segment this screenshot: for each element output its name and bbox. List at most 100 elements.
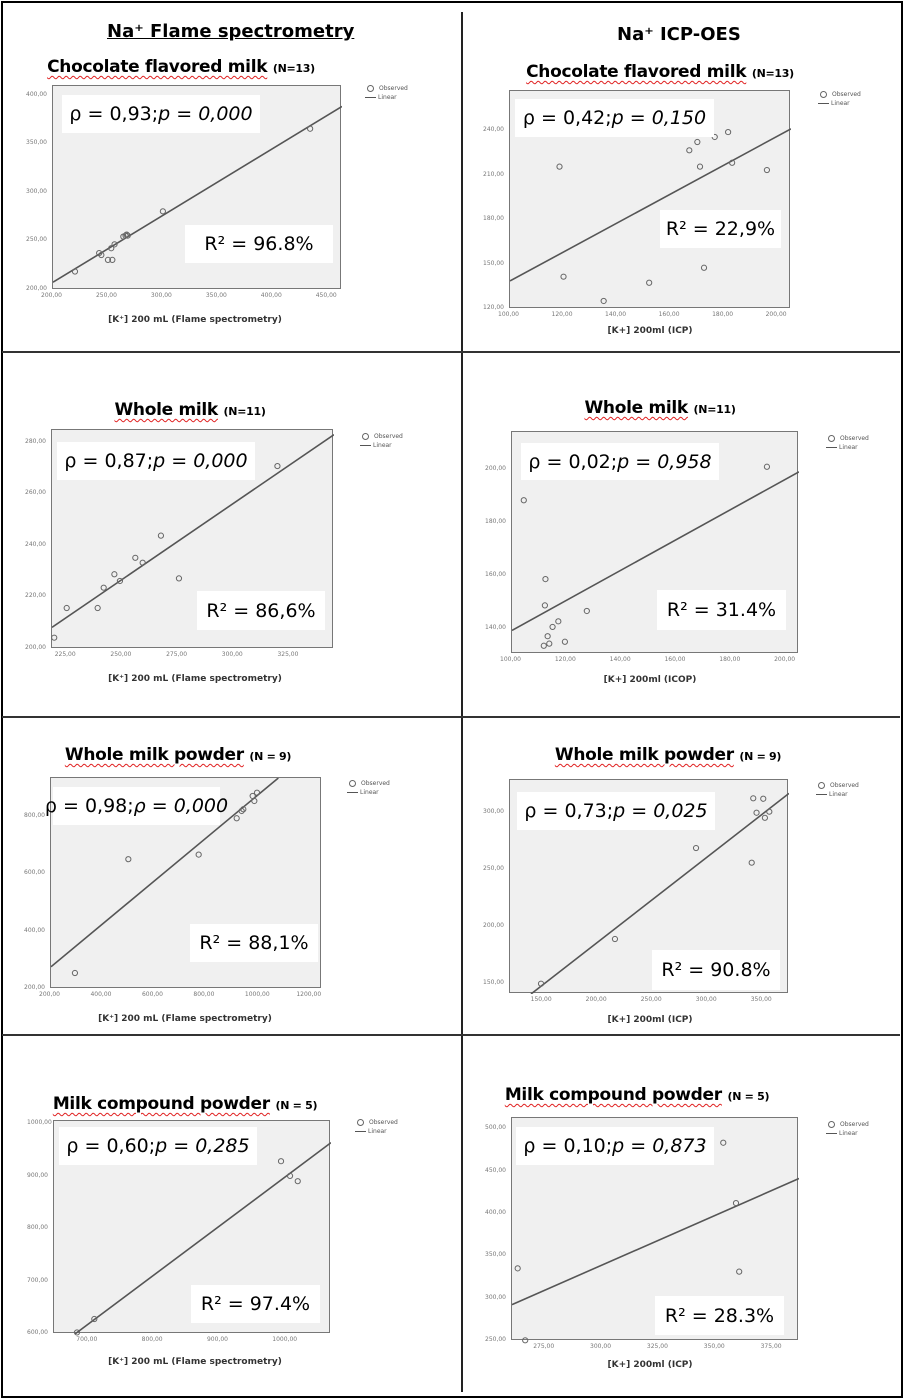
sample-size-label: (N=11) <box>693 403 736 416</box>
r-squared-annotation: R² = 31.4% <box>657 590 786 630</box>
p-value: p = 0,000 <box>158 103 253 125</box>
column-title-icp: Na⁺ ICP-OES <box>617 24 741 45</box>
data-point <box>514 1265 521 1272</box>
correlation-annotation: ρ = 0,87; p = 0,000 <box>57 442 255 480</box>
x-tick-label: 400,00 <box>90 991 112 998</box>
x-tick-label: 900,00 <box>206 1336 228 1343</box>
y-tick-label: 600,00 <box>24 869 45 877</box>
legend-item-observed: Observed <box>816 781 859 790</box>
scatter-plot <box>530 792 789 994</box>
y-tick-label: 300,00 <box>483 808 504 816</box>
rho-value: ρ = 0,02; <box>528 450 618 473</box>
data-point <box>104 256 112 263</box>
data-point <box>157 532 165 539</box>
legend: Observed Linear <box>365 84 408 102</box>
data-point <box>274 462 281 470</box>
y-tick-label: 400,00 <box>24 926 45 934</box>
y-tick-label: 280,00 <box>25 437 46 445</box>
rho-value: ρ = 0,10; <box>523 1135 613 1157</box>
x-tick-label: 350,00 <box>205 292 227 299</box>
data-point <box>132 554 139 561</box>
column-title-flame: Na⁺ Flame spectrometry <box>107 21 355 42</box>
data-point <box>125 856 132 863</box>
data-point <box>71 969 79 977</box>
x-tick-label: 225,00 <box>54 651 76 658</box>
x-axis-label: [K+] 200ml (ICP) <box>607 326 693 336</box>
data-point <box>692 844 700 852</box>
data-point <box>729 159 736 166</box>
x-tick-label: 200,00 <box>585 996 607 1003</box>
data-point <box>108 245 115 252</box>
y-tick-label: 140,00 <box>485 624 506 632</box>
scatter-plot <box>73 1142 331 1336</box>
legend: Observed Linear <box>818 90 861 108</box>
data-point <box>277 1158 285 1165</box>
y-tick-label: 220,00 <box>25 592 46 600</box>
x-axis-label: [K+] 200ml (ICP) <box>607 1360 693 1370</box>
data-point <box>175 575 183 582</box>
legend-label: Linear <box>829 791 848 798</box>
data-point <box>694 138 701 146</box>
row-divider <box>2 716 900 718</box>
x-tick-label: 375,00 <box>760 1343 782 1350</box>
panel-title-text: Whole milk powder <box>554 745 734 765</box>
circle-marker-icon <box>820 91 827 98</box>
panel-title-text: Chocolate flavored milk <box>526 62 747 82</box>
y-tick-label: 150,00 <box>483 978 504 986</box>
x-tick-label: 600,00 <box>141 991 163 998</box>
x-axis-label: [K+] 200ml (ICP) <box>607 1015 693 1025</box>
x-axis-label: [K⁺] 200 mL (Flame spectrometry) <box>108 674 282 684</box>
data-point <box>763 166 771 174</box>
rho-value: ρ = 0,87; <box>64 450 154 472</box>
data-point <box>111 571 118 578</box>
panel-title-text: Milk compound powder <box>52 1094 270 1114</box>
x-tick-label: 350,00 <box>703 1343 725 1350</box>
data-point <box>71 268 79 275</box>
x-tick-label: 800,00 <box>141 1336 163 1343</box>
p-value: p = 0,000 <box>153 450 248 472</box>
data-point <box>736 1268 743 1275</box>
data-point <box>73 1329 81 1336</box>
rho-value: ρ = 0,42; <box>522 107 612 129</box>
y-tick-label: 200,00 <box>483 921 504 929</box>
data-point <box>546 640 553 647</box>
data-point <box>541 602 548 609</box>
line-marker-icon <box>826 1133 837 1134</box>
correlation-annotation: ρ = 0,93; p = 0,000 <box>62 95 260 133</box>
data-point <box>540 642 547 649</box>
data-point <box>109 256 116 263</box>
data-point <box>100 584 107 591</box>
x-tick-label: 325,00 <box>277 651 299 658</box>
y-tick-label: 200,00 <box>24 984 45 991</box>
data-point <box>139 559 146 566</box>
sample-size-label: (N=11) <box>223 405 266 418</box>
r-squared-annotation: R² = 97.4% <box>191 1285 320 1323</box>
line-marker-icon <box>816 794 827 795</box>
row-divider <box>2 1034 900 1036</box>
circle-marker-icon <box>357 1119 364 1126</box>
y-tick-label: 900,00 <box>27 1171 48 1179</box>
data-point <box>537 980 545 987</box>
y-tick-label: 260,00 <box>25 489 46 497</box>
sample-size-label: (N = 9) <box>739 750 782 763</box>
line-marker-icon <box>826 447 837 448</box>
panel-title: Milk compound powder (N = 5) <box>52 1094 318 1114</box>
legend: Observed Linear <box>816 781 859 799</box>
r-squared-annotation: R² = 86,6% <box>197 591 325 630</box>
correlation-annotation: ρ = 0,02; p = 0,958 <box>521 443 719 480</box>
panel-title-text: Milk compound powder <box>504 1085 722 1105</box>
data-point <box>286 1172 294 1179</box>
x-tick-label: 700,00 <box>76 1336 98 1343</box>
legend-label: Observed <box>374 433 403 440</box>
line-marker-icon <box>347 792 358 793</box>
data-point <box>91 1315 98 1323</box>
y-tick-label: 1000,00 <box>27 1119 52 1127</box>
y-tick-label: 160,00 <box>485 571 506 579</box>
y-tick-label: 180,00 <box>483 215 504 223</box>
panel-title: Whole milk (N=11) <box>114 400 265 420</box>
y-tick-label: 350,00 <box>26 139 47 147</box>
correlation-annotation: ρ = 0,73; p = 0,025 <box>517 792 715 830</box>
p-value: p = 0,285 <box>155 1135 250 1157</box>
panel-title: Chocolate flavored milk (N=13) <box>526 62 794 82</box>
sample-size-label: (N = 5) <box>275 1099 318 1112</box>
